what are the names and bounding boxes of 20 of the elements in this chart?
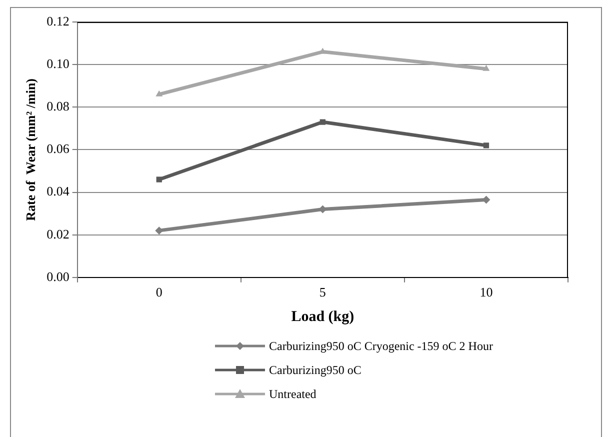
x-tick-label: 5 <box>319 284 326 300</box>
y-axis-title: Rate of Wear (mm² /min) <box>23 78 38 221</box>
y-tick-label: 0.12 <box>46 13 70 28</box>
y-tick-label: 0.04 <box>46 184 70 199</box>
x-tick-label: 0 <box>156 284 162 300</box>
y-tick-label: 0.02 <box>46 226 70 242</box>
legend-label: Carburizing950 oC <box>269 362 362 378</box>
x-tick-label: 10 <box>480 284 493 300</box>
y-tick-label: 0.06 <box>46 141 70 156</box>
y-tick-label: 0.08 <box>46 98 70 114</box>
point <box>320 119 326 125</box>
point <box>156 90 163 96</box>
point <box>156 176 162 182</box>
legend-label: Untreated <box>269 386 316 402</box>
y-tick-label: 0.00 <box>46 268 70 284</box>
x-axis-title: Load (kg) <box>291 308 354 325</box>
legend-label: Carburizing950 oC Cryogenic -159 oC 2 Hour <box>269 338 493 354</box>
y-tick-label: 0.10 <box>46 56 70 71</box>
point <box>482 64 490 71</box>
point <box>483 142 490 148</box>
